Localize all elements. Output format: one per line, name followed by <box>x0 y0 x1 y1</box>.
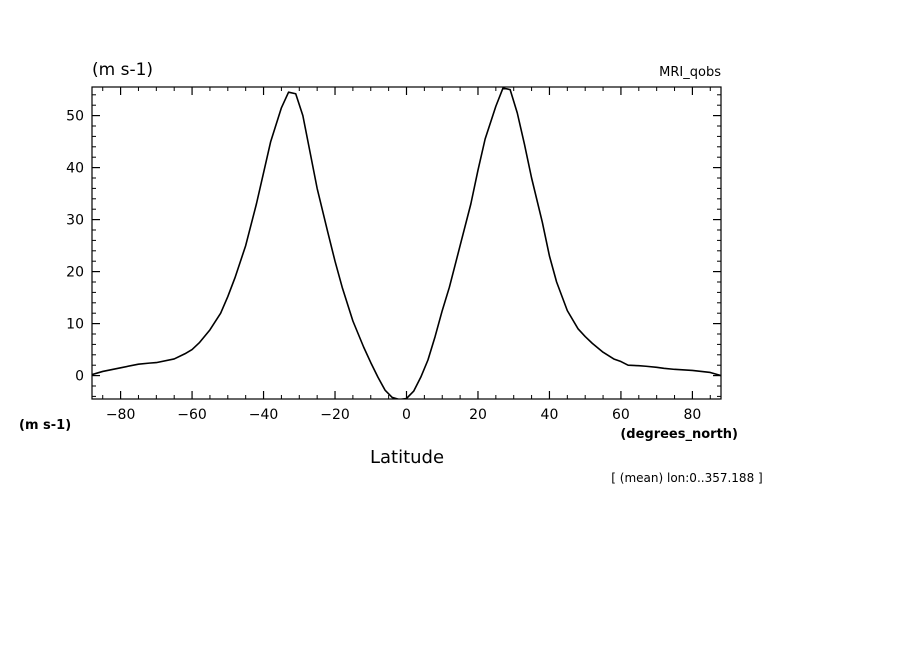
y-tick-label: 30 <box>66 213 84 229</box>
x-tick-label: 0 <box>402 407 411 423</box>
series-line <box>92 87 721 399</box>
averaging-annotation: [ (mean) lon:0..357.188 ] <box>611 471 762 485</box>
x-tick-label: 20 <box>469 407 487 423</box>
x-axis-units: (degrees_north) <box>620 427 738 442</box>
y-tick-label: 50 <box>66 109 84 125</box>
chart-title-dataset: MRI_qobs <box>659 65 721 80</box>
chart-title-units: (m s-1) <box>92 60 153 80</box>
x-tick-label: −60 <box>177 407 207 423</box>
y-tick-label: 10 <box>66 317 84 333</box>
y-axis-units: (m s-1) <box>19 418 71 433</box>
y-tick-label: 40 <box>66 161 84 177</box>
x-tick-label: −80 <box>106 407 136 423</box>
x-tick-label: 60 <box>612 407 630 423</box>
y-tick-label: 20 <box>66 265 84 281</box>
x-tick-label: −20 <box>320 407 350 423</box>
y-tick-label: 0 <box>75 369 84 385</box>
x-tick-label: 80 <box>683 407 701 423</box>
x-tick-label: −40 <box>249 407 279 423</box>
plot-area: −80 −60 −40 −20 0 20 40 60 80 0 10 20 30 40 50 <box>66 86 722 423</box>
x-axis-label: Latitude <box>370 447 444 468</box>
x-tick-label: 40 <box>541 407 559 423</box>
